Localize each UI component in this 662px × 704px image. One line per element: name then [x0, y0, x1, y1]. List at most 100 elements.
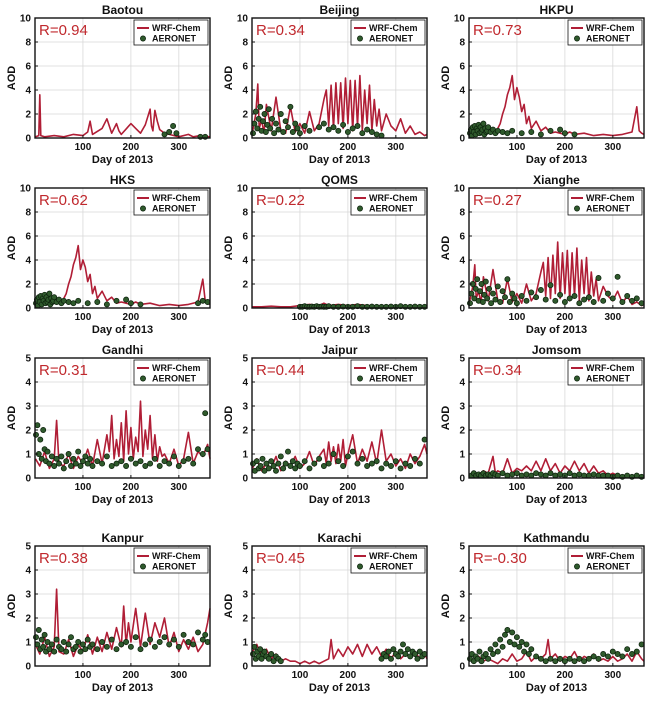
aeronet-point — [56, 460, 62, 467]
legend-label-obs: AERONET — [586, 562, 631, 572]
aeronet-point — [46, 460, 53, 467]
aeronet-point — [499, 129, 506, 135]
subplot-baotou: 0 2 4 6 8 10 100 200 300 Baotou Day of 2013 AOD R=0.… — [6, 3, 211, 166]
series-wrf-chem-line — [251, 74, 428, 137]
y-tick-label: 4 — [25, 86, 31, 97]
y-axis-label: AOD — [440, 236, 452, 261]
subplot-title: QOMS — [321, 173, 358, 187]
legend-marker-swatch — [357, 563, 363, 570]
aeronet-point — [557, 291, 564, 298]
aeronet-point — [58, 453, 65, 460]
legend-marker-swatch — [357, 375, 363, 382]
aeronet-point — [511, 641, 518, 648]
aeronet-point — [373, 131, 380, 138]
aeronet-point — [108, 463, 115, 469]
y-axis-label: AOD — [6, 236, 18, 261]
legend-label-model: WRF-Chem — [586, 193, 635, 203]
aeronet-point — [619, 653, 626, 660]
aeronet-point — [142, 641, 149, 648]
aeronet-point — [416, 648, 423, 655]
aeronet-point — [557, 655, 564, 662]
aeronet-point — [294, 125, 301, 132]
aeronet-point — [277, 658, 284, 665]
aeronet-point — [581, 296, 588, 303]
subplot-karachi: 0 1 2 3 4 5 100 200 300 Karachi Day of 2013 AOD R=0.… — [223, 531, 428, 694]
legend-label-obs: AERONET — [369, 374, 414, 384]
y-axis-label: AOD — [223, 594, 235, 619]
aeronet-point — [277, 111, 284, 117]
y-tick-label: 6 — [459, 62, 465, 73]
aeronet-point — [320, 463, 327, 469]
x-tick-label: 100 — [75, 670, 92, 681]
aeronet-point — [273, 120, 279, 127]
aeronet-point — [190, 460, 197, 467]
y-tick-label: 6 — [242, 232, 248, 243]
aeronet-point — [557, 471, 564, 478]
x-tick-label: 100 — [509, 482, 526, 493]
aeronet-point — [84, 460, 91, 467]
aeronet-point — [373, 458, 380, 465]
subplot-qoms: 0 2 4 6 8 10 100 200 300 QOMS Day of 2013 AOD R=0.22… — [223, 173, 428, 336]
aeronet-point — [523, 641, 530, 648]
plot-frame — [468, 17, 645, 139]
x-tick-label: 100 — [75, 312, 92, 323]
y-axis-label: AOD — [440, 406, 452, 431]
aeronet-point — [485, 124, 492, 131]
legend-label-model: WRF-Chem — [152, 363, 201, 373]
aeronet-point — [407, 463, 414, 469]
y-tick-label: 4 — [25, 378, 31, 389]
aeronet-point — [571, 293, 578, 299]
y-tick-label: 4 — [459, 86, 465, 97]
aeronet-point — [344, 129, 351, 135]
aeronet-point — [533, 470, 540, 477]
y-tick-label: 3 — [459, 402, 465, 413]
aeronet-point — [506, 299, 513, 305]
aeronet-point — [99, 639, 106, 645]
aeronet-point — [474, 276, 481, 283]
aeronet-point — [195, 300, 201, 307]
aeronet-point — [301, 123, 308, 129]
aeronet-point — [270, 658, 277, 665]
x-axis-label: Day of 2013 — [92, 324, 153, 336]
legend-box — [567, 359, 643, 386]
subplot-kanpur: 0 1 2 3 4 5 100 200 300 Kanpur Day of 2013 AOD R=0.3… — [6, 531, 211, 694]
aeronet-point — [44, 448, 51, 455]
aeronet-point — [306, 127, 313, 134]
x-tick-label: 300 — [604, 482, 621, 493]
legend-label-model: WRF-Chem — [586, 363, 635, 373]
x-axis-label: Day of 2013 — [92, 494, 153, 506]
x-tick-label: 100 — [292, 312, 309, 323]
aeronet-point — [533, 653, 540, 660]
y-tick-label: 5 — [459, 542, 465, 553]
aeronet-point — [509, 629, 516, 636]
legend-box — [350, 189, 426, 216]
legend-label-obs: AERONET — [152, 204, 197, 214]
aeronet-point — [359, 130, 366, 137]
legend-box — [567, 189, 643, 216]
subplot-title: Jaipur — [321, 343, 357, 357]
y-tick-label: 8 — [25, 38, 31, 49]
aeronet-point — [137, 458, 144, 465]
subplot-beijing: 0 2 4 6 8 10 100 200 300 Beijing Day of 2013 AOD R=0… — [223, 3, 428, 166]
x-tick-label: 300 — [604, 312, 621, 323]
aeronet-point — [619, 299, 626, 305]
legend-label-model: WRF-Chem — [152, 23, 201, 33]
subplot-title: Gandhi — [102, 343, 143, 357]
aeronet-point — [275, 460, 282, 467]
y-tick-label: 4 — [242, 256, 248, 267]
y-axis-label: AOD — [440, 66, 452, 91]
aeronet-point — [537, 287, 544, 293]
x-tick-label: 300 — [387, 312, 404, 323]
aeronet-point — [118, 458, 125, 465]
x-tick-label: 200 — [123, 670, 140, 681]
y-tick-label: 5 — [459, 354, 465, 365]
legend-marker-swatch — [140, 35, 146, 42]
aeronet-point — [416, 460, 423, 467]
aeronet-point — [344, 453, 351, 460]
aeronet-point — [590, 471, 597, 478]
correlation-label: R=0.27 — [473, 192, 522, 209]
aeronet-point — [262, 129, 269, 135]
aeronet-point — [571, 131, 578, 138]
